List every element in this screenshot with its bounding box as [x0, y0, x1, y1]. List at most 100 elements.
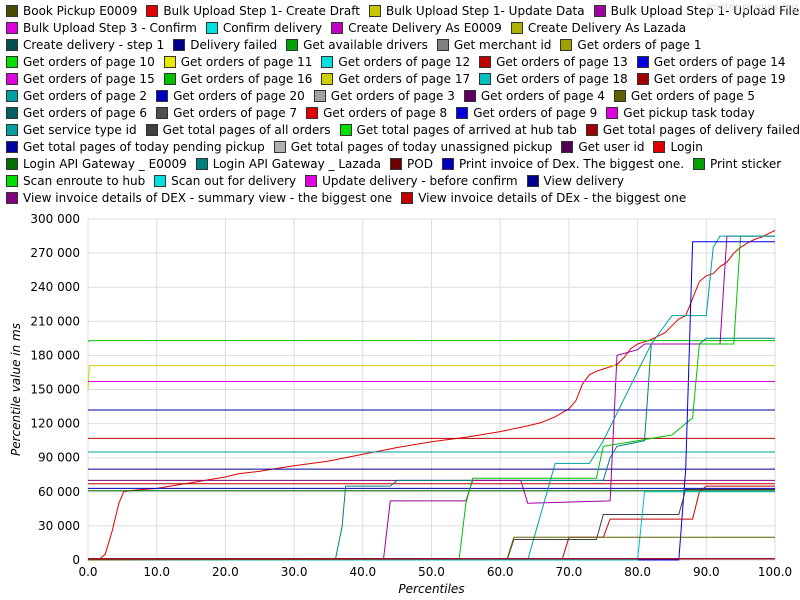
legend-swatch: [441, 157, 454, 170]
legend-item: View invoice details of DEX - summary vi…: [6, 189, 392, 206]
legend-item: Get orders of page 18: [479, 70, 628, 87]
legend-label: Update delivery - before confirm: [322, 173, 518, 188]
legend-item: Get total pages of all orders: [145, 121, 331, 138]
series-line: [87, 536, 775, 561]
x-tick-label: 100.0: [758, 565, 792, 579]
legend-swatch: [593, 4, 606, 17]
legend-label: Get orders of page 3: [330, 88, 455, 103]
chart-svg: 0.0 10.0 20.0 30.0 40.0 50.0 60.0 70.0 80.0 90.0 1…: [9, 212, 792, 596]
x-axis-label: Percentiles: [398, 582, 464, 596]
legend-swatch: [6, 191, 18, 204]
y-tick-label: 210 000: [30, 314, 80, 328]
legend-swatch: [154, 174, 167, 187]
legend-label: Get orders of page 13: [496, 54, 628, 69]
legend-item: Get service type id: [6, 121, 137, 138]
legend-swatch: [6, 89, 18, 102]
legend-label: Get service type id: [23, 122, 137, 137]
legend-swatch: [146, 4, 159, 17]
legend-swatch: [286, 38, 299, 51]
legend-item: Get orders of page 17: [321, 70, 470, 87]
legend-item: Get pickup task today: [606, 104, 755, 121]
legend-label: Get orders of page 9: [473, 105, 598, 120]
legend-swatch: [163, 72, 176, 85]
legend-swatch: [306, 106, 319, 119]
legend-label: POD: [407, 156, 433, 171]
legend-swatch: [390, 157, 403, 170]
legend-label: Get orders of page 5: [630, 88, 755, 103]
legend-swatch: [163, 55, 176, 68]
legend-item: Bulk Upload Step 1- Update Data: [368, 2, 585, 19]
legend-swatch: [636, 72, 649, 85]
legend-item: Bulk Upload Step 1- Upload File: [593, 2, 799, 19]
legend: Book Pickup E0009 Bulk Upload Step 1- Cre…: [0, 0, 800, 212]
legend-swatch: [6, 106, 18, 119]
legend-label: Get orders of page 17: [338, 71, 471, 86]
legend-label: Bulk Upload Step 1- Create Draft: [163, 3, 360, 18]
y-tick-label: 270 000: [30, 246, 80, 260]
legend-swatch: [368, 4, 381, 17]
legend-item: Get orders of page 6: [6, 104, 147, 121]
legend-label: View delivery: [543, 173, 624, 188]
legend-swatch: [6, 21, 18, 34]
y-tick-label: 120 000: [30, 417, 80, 431]
legend-swatch: [510, 21, 523, 34]
legend-item: Get orders of page 10: [6, 53, 155, 70]
legend-label: Get orders of page 20: [173, 88, 305, 103]
legend-item: Login API Gateway _ E0009: [6, 155, 187, 172]
legend-item: Create delivery - step 1: [6, 36, 164, 53]
legend-swatch: [6, 55, 18, 68]
x-tick-label: 20.0: [212, 565, 239, 579]
legend-label: Get orders of page 15: [23, 71, 155, 86]
legend-item: POD: [390, 155, 433, 172]
legend-item: Create Delivery As Lazada: [510, 19, 686, 36]
legend-label: Get total pages of arrived at hub tab: [356, 122, 577, 137]
legend-swatch: [321, 72, 334, 85]
legend-label: Get total pages of today pending pickup: [23, 139, 265, 154]
legend-swatch: [456, 106, 469, 119]
legend-item: Get total pages of delivery failed tab: [585, 121, 800, 138]
legend-swatch: [205, 21, 218, 34]
legend-swatch: [693, 157, 706, 170]
legend-swatch: [479, 72, 492, 85]
legend-label: View invoice details of DEX - summary vi…: [23, 190, 393, 205]
legend-item: Login API Gateway _ Lazada: [195, 155, 381, 172]
legend-swatch: [339, 123, 352, 136]
legend-swatch: [156, 106, 169, 119]
legend-label: Create delivery - step 1: [23, 37, 165, 52]
legend-label: View invoice details of DEx - the bigges…: [418, 190, 687, 205]
legend-item: Get orders of page 7: [156, 104, 297, 121]
legend-item: Get orders of page 16: [163, 70, 312, 87]
legend-swatch: [6, 174, 18, 187]
legend-label: Scan enroute to hub: [23, 173, 146, 188]
x-tick-label: 90.0: [693, 565, 720, 579]
legend-swatch: [6, 123, 18, 136]
x-tick-label: 10.0: [143, 565, 170, 579]
y-tick-label: 30 000: [38, 519, 80, 533]
legend-label: Get orders of page 18: [496, 71, 628, 86]
legend-swatch: [305, 174, 318, 187]
legend-item: Get orders of page 14: [636, 53, 786, 70]
legend-item: Bulk Upload Step 3 - Confirm: [6, 19, 197, 36]
legend-item: Get orders of page 11: [163, 53, 313, 70]
legend-item: Print sticker: [693, 155, 781, 172]
legend-item: Get total pages of today unassigned pick…: [273, 138, 552, 155]
y-tick-label: 0: [72, 553, 80, 567]
legend-label: Get orders of page 1: [577, 37, 702, 52]
legend-item: Update delivery - before confirm: [305, 172, 518, 189]
y-tick-label: 240 000: [30, 280, 80, 294]
legend-label: Get orders of page 6: [23, 105, 148, 120]
legend-swatch: [145, 123, 158, 136]
y-tick-label: 60 000: [38, 485, 80, 499]
legend-label: Get orders of page 4: [480, 88, 605, 103]
legend-item: Get orders of page 1: [560, 36, 702, 53]
legend-item: Get orders of page 19: [636, 70, 786, 87]
legend-item: Get orders of page 2: [6, 87, 147, 104]
legend-label: Get orders of page 11: [180, 54, 313, 69]
legend-item: Get user id: [561, 138, 644, 155]
legend-swatch: [173, 38, 186, 51]
legend-swatch: [321, 55, 334, 68]
legend-swatch: [526, 174, 539, 187]
x-tick-label: 60.0: [487, 565, 514, 579]
legend-item: Get merchant id: [436, 36, 551, 53]
series-line: [87, 340, 775, 343]
